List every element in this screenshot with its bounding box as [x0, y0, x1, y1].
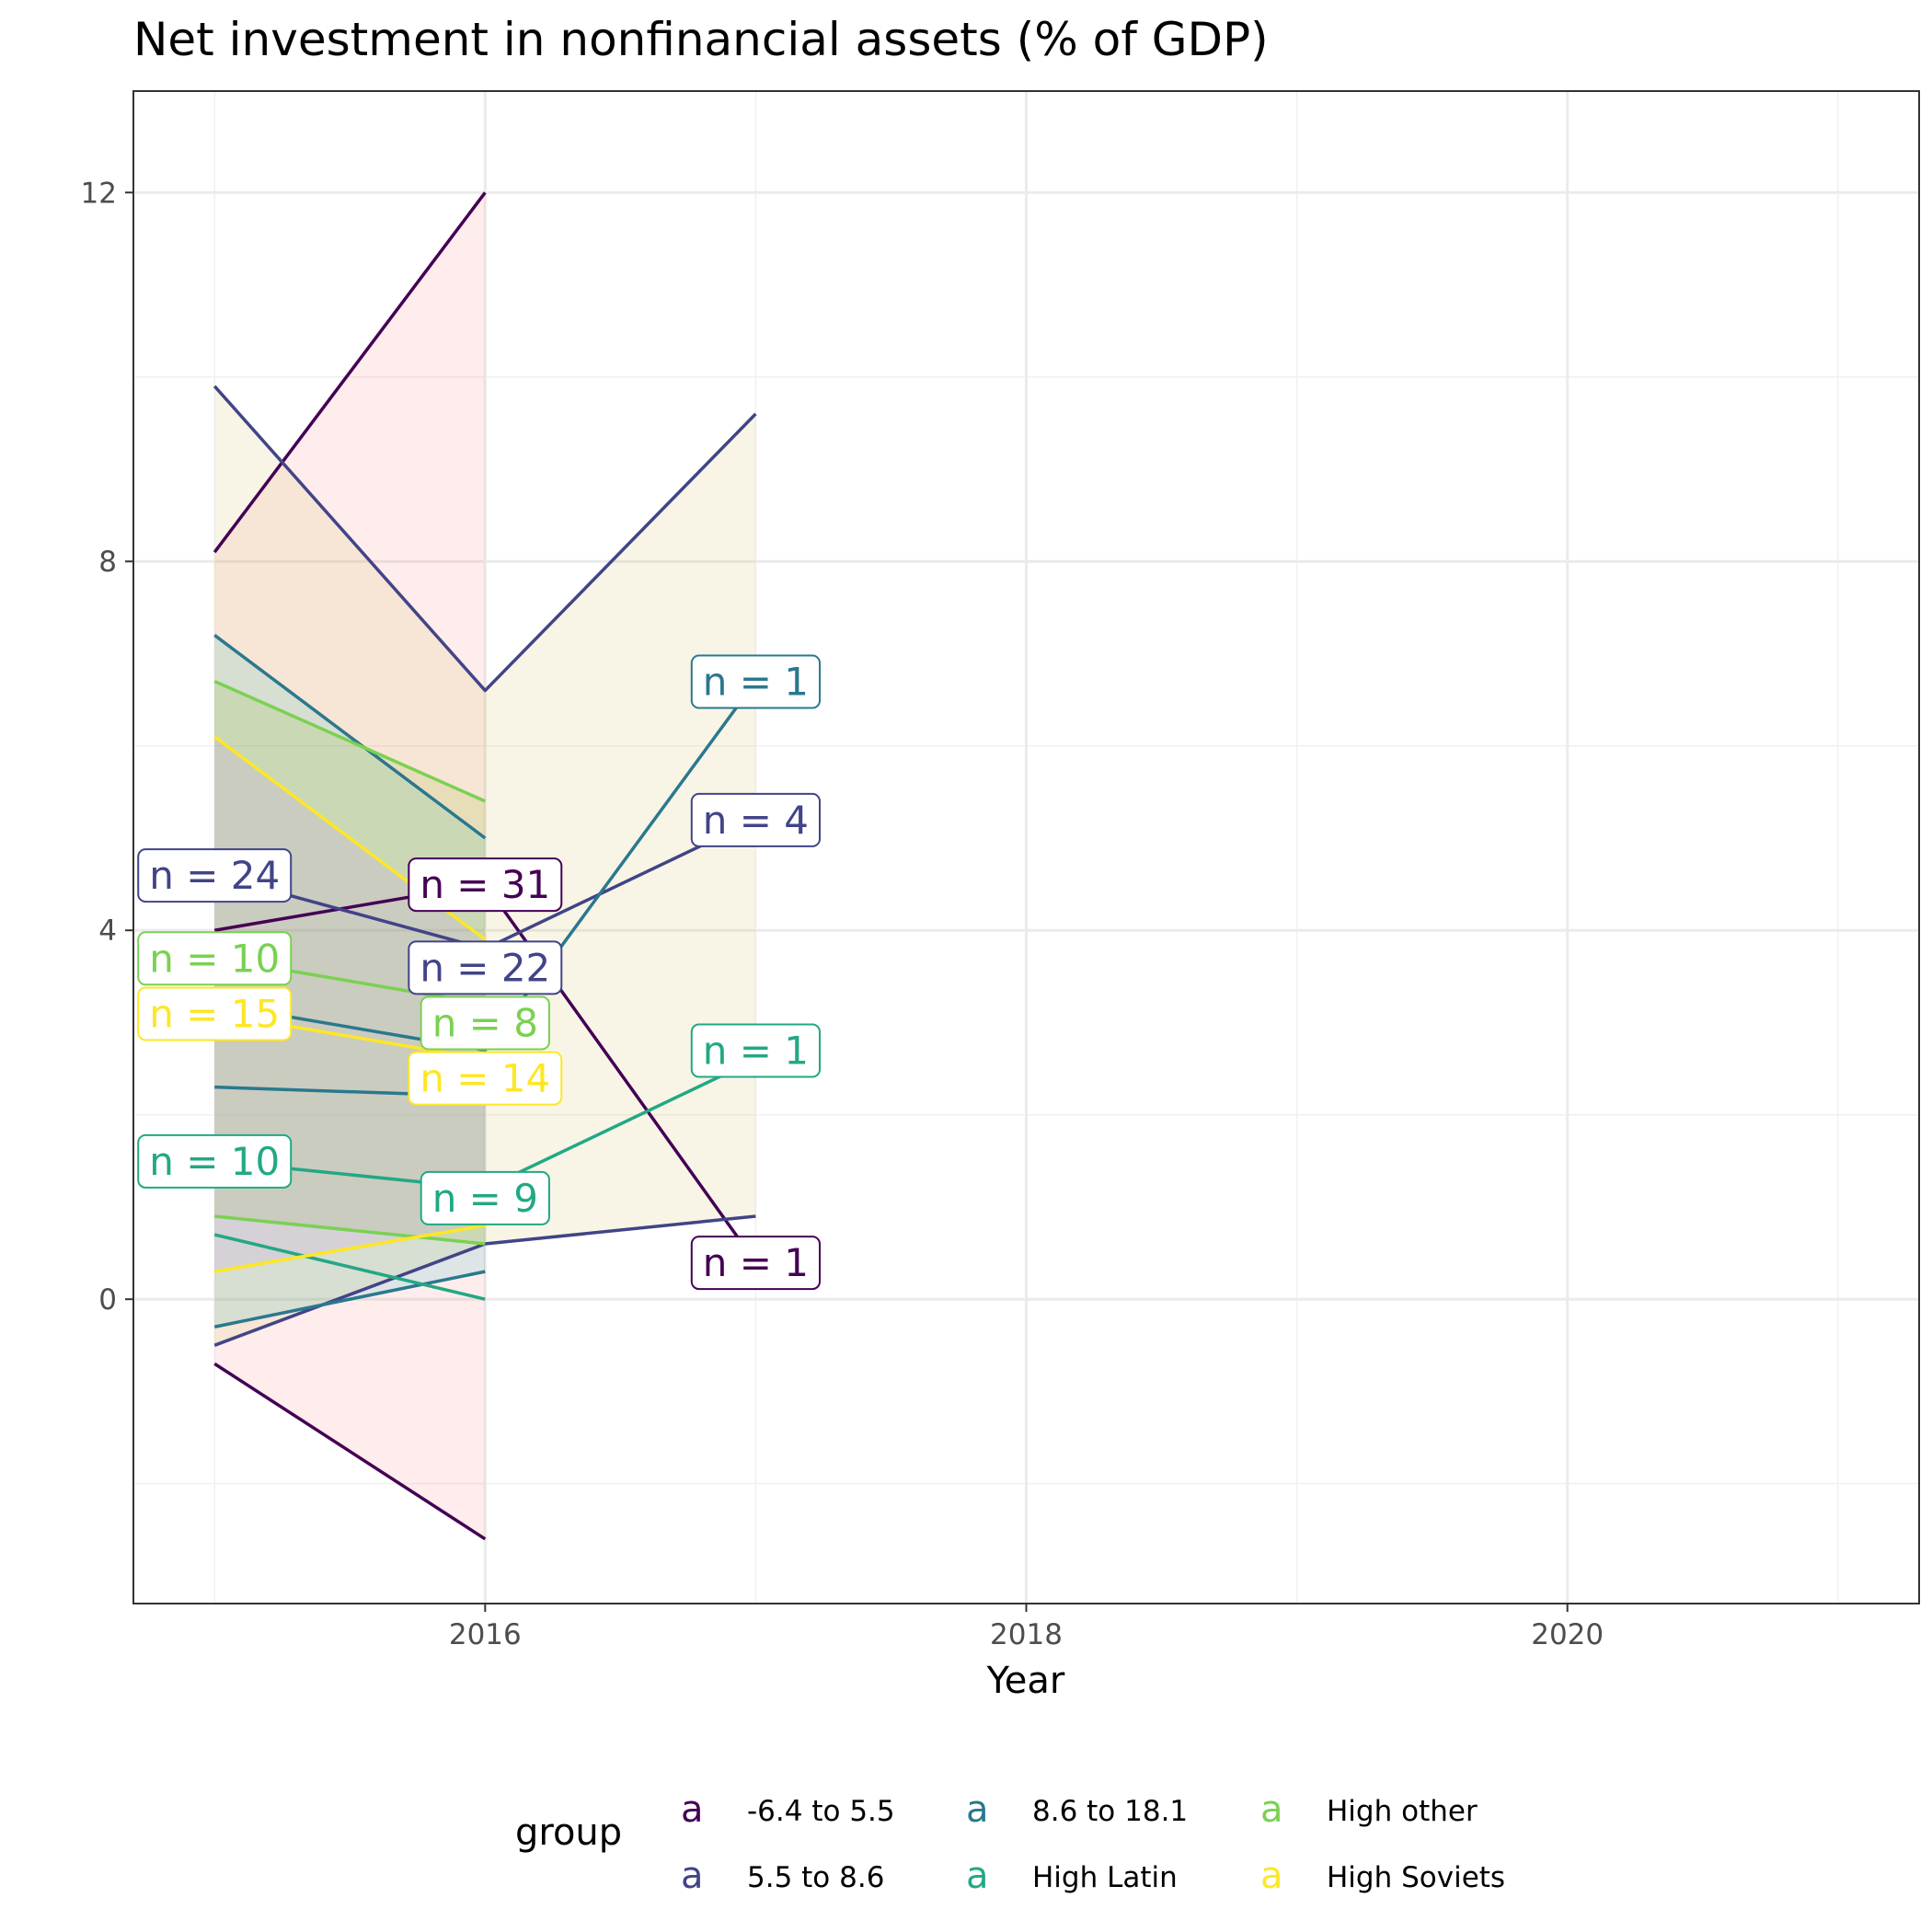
count-label: n = 1 — [690, 654, 822, 709]
count-label-box — [420, 995, 550, 1051]
series-bound-line — [213, 1270, 486, 1328]
count-label-text: n = 1 — [703, 660, 809, 705]
series-bound-line — [213, 634, 487, 840]
series-bound-line — [213, 1233, 486, 1301]
legend-label: High Soviets — [1327, 1861, 1505, 1894]
y-tick-label: 4 — [98, 914, 117, 948]
count-label: n = 9 — [420, 1170, 550, 1225]
legend-key: a — [1260, 1788, 1283, 1831]
series-bound-line — [213, 1362, 487, 1541]
axis-ticks: 2016 2018 2020 0 4 8 12 — [81, 177, 1604, 1651]
x-axis-title: Year — [986, 1660, 1065, 1702]
count-label-text: n = 22 — [420, 945, 550, 990]
count-label-text: n = 1 — [703, 1240, 809, 1285]
x-tick-label: 2018 — [990, 1618, 1063, 1651]
count-label-box — [408, 940, 563, 995]
count-label: n = 22 — [408, 940, 563, 995]
count-label: n = 10 — [137, 931, 293, 986]
legend-key: a — [681, 1855, 704, 1897]
count-labels: n = 24 n = 10 n = 15 n = 10 n = 31 n = 22 n = … — [137, 654, 822, 1291]
chart-title: Net investment in nonfinancial assets (%… — [133, 13, 1269, 66]
count-label-box — [137, 986, 293, 1041]
count-label-box — [137, 931, 293, 986]
count-label-text: n = 14 — [420, 1056, 550, 1101]
legend-key: a — [681, 1788, 704, 1831]
count-label-text: n = 10 — [149, 1139, 280, 1184]
legend-key: a — [1260, 1855, 1283, 1897]
count-label: n = 10 — [137, 1133, 293, 1189]
legend-label: High other — [1327, 1795, 1478, 1828]
legend-label: -6.4 to 5.5 — [747, 1795, 895, 1828]
count-label-box — [408, 857, 563, 913]
series-bound-line — [213, 1224, 486, 1273]
x-tick-label: 2020 — [1531, 1618, 1604, 1651]
count-label-text: n = 9 — [432, 1176, 538, 1221]
y-tick-label: 12 — [81, 177, 117, 210]
legend-label: 8.6 to 18.1 — [1032, 1795, 1188, 1828]
count-label-text: n = 1 — [703, 1029, 809, 1074]
count-label: n = 1 — [690, 1236, 822, 1291]
count-label-box — [690, 1023, 822, 1078]
series-bound-line — [213, 679, 487, 803]
legend-label: 5.5 to 8.6 — [747, 1861, 884, 1894]
count-label-box — [420, 1170, 550, 1225]
legend-label: High Latin — [1032, 1861, 1178, 1894]
y-tick-label: 0 — [98, 1283, 117, 1317]
count-label-box — [408, 1051, 563, 1106]
legend-key: a — [966, 1788, 989, 1831]
ribbon — [214, 192, 486, 1539]
plot-panel: n = 24 n = 10 n = 15 n = 10 n = 31 n = 22 n = … — [132, 90, 1920, 1604]
count-label-text: n = 4 — [703, 798, 809, 843]
count-label: n = 24 — [137, 848, 293, 903]
count-label: n = 4 — [690, 792, 822, 847]
count-label: n = 1 — [690, 1023, 822, 1078]
count-label-box — [690, 1236, 822, 1291]
count-label-box — [137, 848, 293, 903]
count-label: n = 14 — [408, 1051, 563, 1106]
series-bound-line — [213, 191, 487, 554]
legend: group a -6.4 to 5.5 a 5.5 to 8.6 a 8.6 to 18.… — [515, 1788, 1505, 1897]
count-label-text: n = 10 — [149, 936, 280, 981]
series-bound-line — [213, 385, 757, 693]
count-label: n = 15 — [137, 986, 293, 1041]
series-line — [213, 680, 757, 1052]
legend-key: a — [966, 1855, 989, 1897]
count-label: n = 31 — [408, 857, 563, 913]
count-label-box — [690, 654, 822, 709]
series-bound-line — [214, 1214, 486, 1246]
grid-lines — [133, 91, 1919, 1604]
count-label-text: n = 15 — [149, 991, 280, 1036]
y-tick-label: 8 — [98, 546, 117, 579]
count-label-text: n = 31 — [420, 862, 550, 907]
x-tick-label: 2016 — [449, 1618, 522, 1651]
count-label-text: n = 8 — [432, 1000, 538, 1045]
count-label-box — [690, 792, 822, 847]
legend-title: group — [515, 1811, 622, 1854]
count-label: n = 8 — [420, 995, 550, 1051]
count-label-box — [137, 1133, 293, 1189]
count-label-text: n = 24 — [149, 853, 280, 898]
